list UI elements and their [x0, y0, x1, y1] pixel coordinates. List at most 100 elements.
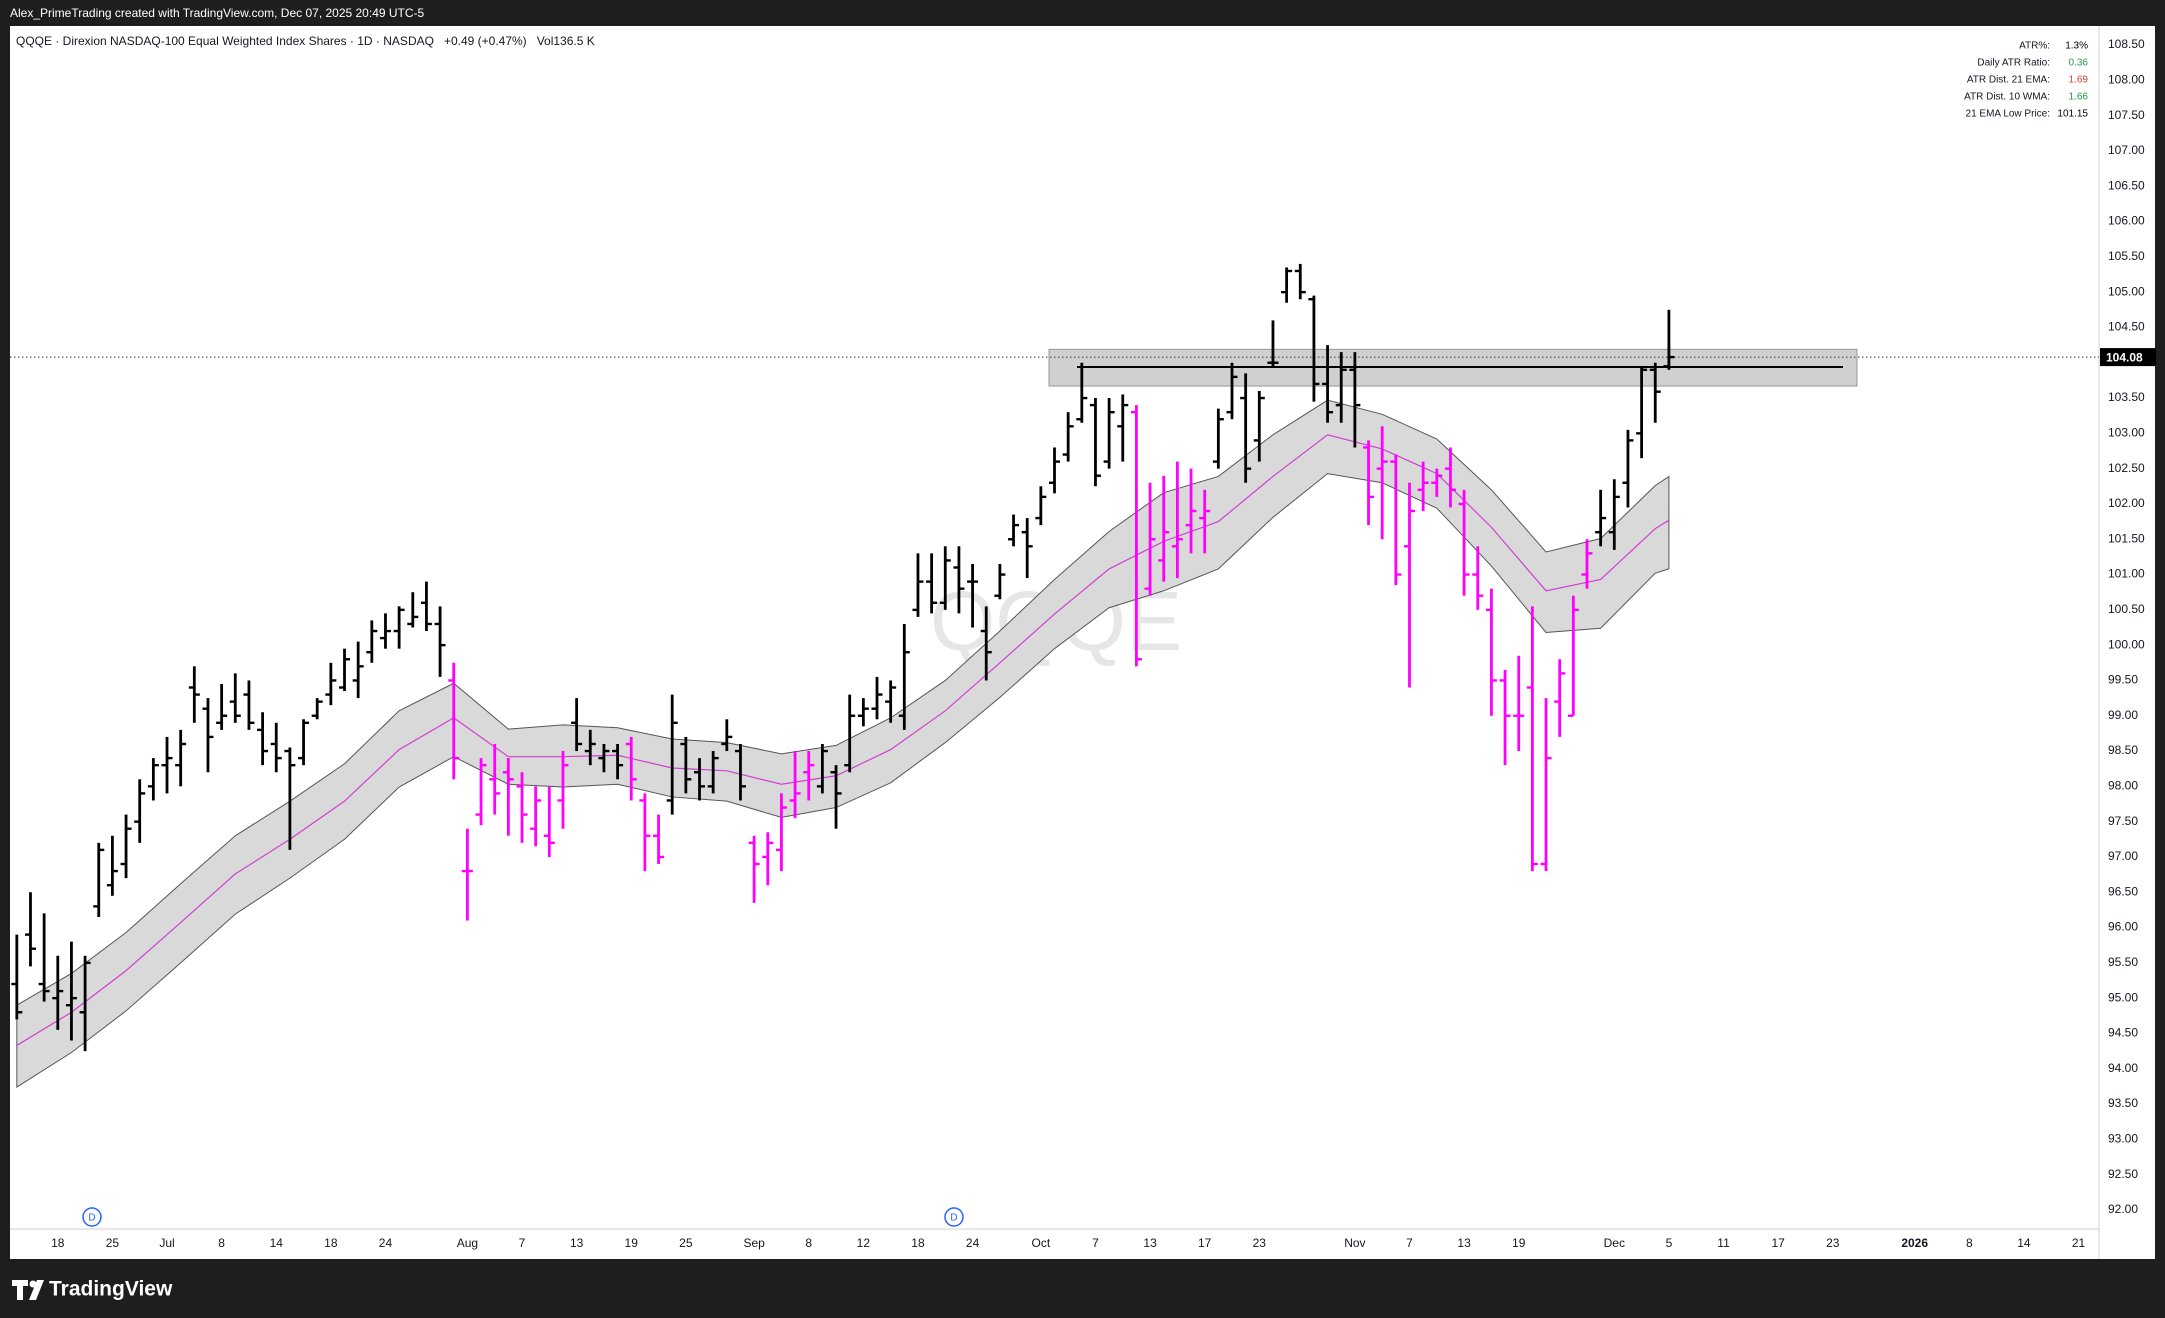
ohlc-bar	[912, 553, 924, 617]
ohlc-bar	[1130, 405, 1142, 667]
last-price-label: 104.08	[2106, 350, 2143, 364]
y-tick-label: 103.00	[2108, 426, 2145, 440]
ohlc-bar	[1472, 546, 1484, 610]
ohlc-bar	[24, 892, 36, 967]
x-tick-label: 24	[966, 1236, 980, 1250]
ohlc-bar	[830, 765, 842, 829]
x-tick-label: 8	[805, 1236, 812, 1250]
ohlc-bar	[1417, 461, 1429, 512]
ohlc-bar	[557, 751, 569, 829]
ohlc-bar	[666, 694, 678, 815]
ohlc-bar	[707, 751, 719, 794]
ohlc-bar	[1294, 263, 1306, 300]
x-tick-label: 14	[270, 1236, 284, 1250]
ohlc-bar	[257, 712, 269, 766]
ohlc-bar	[216, 683, 228, 730]
ohlc-bar	[775, 793, 787, 872]
x-tick-label: Nov	[1344, 1236, 1365, 1250]
x-tick-label: 19	[625, 1236, 639, 1250]
ohlc-bar	[120, 814, 132, 879]
y-tick-label: 101.50	[2108, 531, 2145, 545]
ohlc-bar	[1431, 468, 1443, 497]
x-tick-label: 18	[324, 1236, 338, 1250]
x-tick-label: 8	[218, 1236, 225, 1250]
x-tick-label: 5	[1666, 1236, 1673, 1250]
y-tick-label: 106.50	[2108, 178, 2145, 192]
logo-slash	[29, 1280, 44, 1300]
x-tick-label: 11	[1717, 1236, 1730, 1250]
y-tick-label: 95.50	[2108, 955, 2138, 969]
ohlc-bar	[407, 592, 419, 628]
ohlc-bar	[65, 941, 77, 1041]
ohlc-bar	[229, 673, 241, 723]
dividend-marker	[82, 1207, 102, 1227]
ohlc-bar	[1390, 454, 1402, 586]
ohlc-bar	[1144, 482, 1156, 596]
footer-bar	[0, 1259, 2165, 1318]
x-tick-label: 21	[2072, 1236, 2086, 1250]
info-label: ATR Dist. 10 WMA:	[1964, 92, 2050, 103]
last-price-box	[2100, 348, 2156, 367]
dividend-label: D	[88, 1213, 95, 1224]
ohlc-bar	[898, 623, 910, 730]
x-tick-label: 23	[1253, 1236, 1267, 1250]
info-value: 1.69	[2069, 75, 2089, 86]
y-tick-label: 93.50	[2108, 1096, 2138, 1110]
ohlc-bar	[762, 832, 774, 886]
ohlc-bar	[1335, 352, 1347, 423]
info-value: 101.15	[2057, 109, 2088, 120]
ohlc-bar	[612, 743, 624, 780]
ohlc-bar	[1322, 345, 1334, 423]
ohlc-bar	[52, 955, 64, 1030]
tv-logo	[12, 1280, 44, 1300]
ohlc-bar	[1021, 518, 1033, 579]
ohlc-bar	[202, 698, 214, 773]
y-tick-label: 92.50	[2108, 1167, 2138, 1181]
ohlc-bar	[1622, 429, 1634, 508]
ohlc-bar	[939, 546, 951, 610]
brand: TradingView	[49, 1278, 173, 1301]
y-tick-label: 100.50	[2108, 602, 2145, 616]
ohlc-bar	[448, 662, 460, 780]
volume-value: 136.5 K	[553, 34, 594, 48]
ohlc-bar	[339, 648, 351, 692]
ohlc-bar	[789, 751, 801, 819]
ohlc-bar	[1581, 539, 1593, 589]
ohlc-bar	[420, 581, 432, 632]
ohlc-bar	[352, 641, 364, 699]
x-tick-label: 14	[2017, 1236, 2031, 1250]
y-tick-label: 92.00	[2108, 1202, 2138, 1216]
y-tick-label: 95.00	[2108, 990, 2138, 1004]
ohlc-bar	[38, 913, 50, 1002]
ohlc-bar	[93, 842, 105, 917]
ohlc-bar	[1403, 482, 1415, 688]
ohlc-bar	[721, 719, 733, 752]
ohlc-bar	[1567, 595, 1579, 717]
ohlc-bar	[1513, 655, 1525, 752]
ohlc-bar	[366, 620, 378, 663]
x-tick-label: 2026	[1901, 1236, 1928, 1250]
x-tick-label: 17	[1198, 1236, 1212, 1250]
ohlc-bar	[1103, 398, 1115, 469]
ema-band	[16, 399, 1670, 1089]
y-tick-label: 99.50	[2108, 673, 2138, 687]
y-tick-label: 97.50	[2108, 814, 2138, 828]
ohlc-bar	[311, 698, 323, 720]
ohlc-bar	[1444, 447, 1456, 508]
ohlc-bar	[1035, 486, 1047, 526]
ohlc-bar	[844, 694, 856, 773]
x-tick-label: 13	[1457, 1236, 1471, 1250]
ohlc-bar	[106, 835, 118, 896]
ohlc-bar	[598, 743, 610, 773]
ohlc-bar	[79, 955, 91, 1052]
logo-mark	[12, 1280, 28, 1300]
x-tick-label: Oct	[1032, 1236, 1051, 1250]
x-tick-label: Aug	[457, 1236, 478, 1250]
credit: Alex_PrimeTrading created with TradingVi…	[10, 6, 425, 20]
ohlc-bar	[1526, 606, 1538, 872]
y-tick-label: 105.50	[2108, 249, 2145, 263]
ohlc-bar	[1117, 394, 1129, 462]
ohlc-bar	[1212, 408, 1224, 469]
